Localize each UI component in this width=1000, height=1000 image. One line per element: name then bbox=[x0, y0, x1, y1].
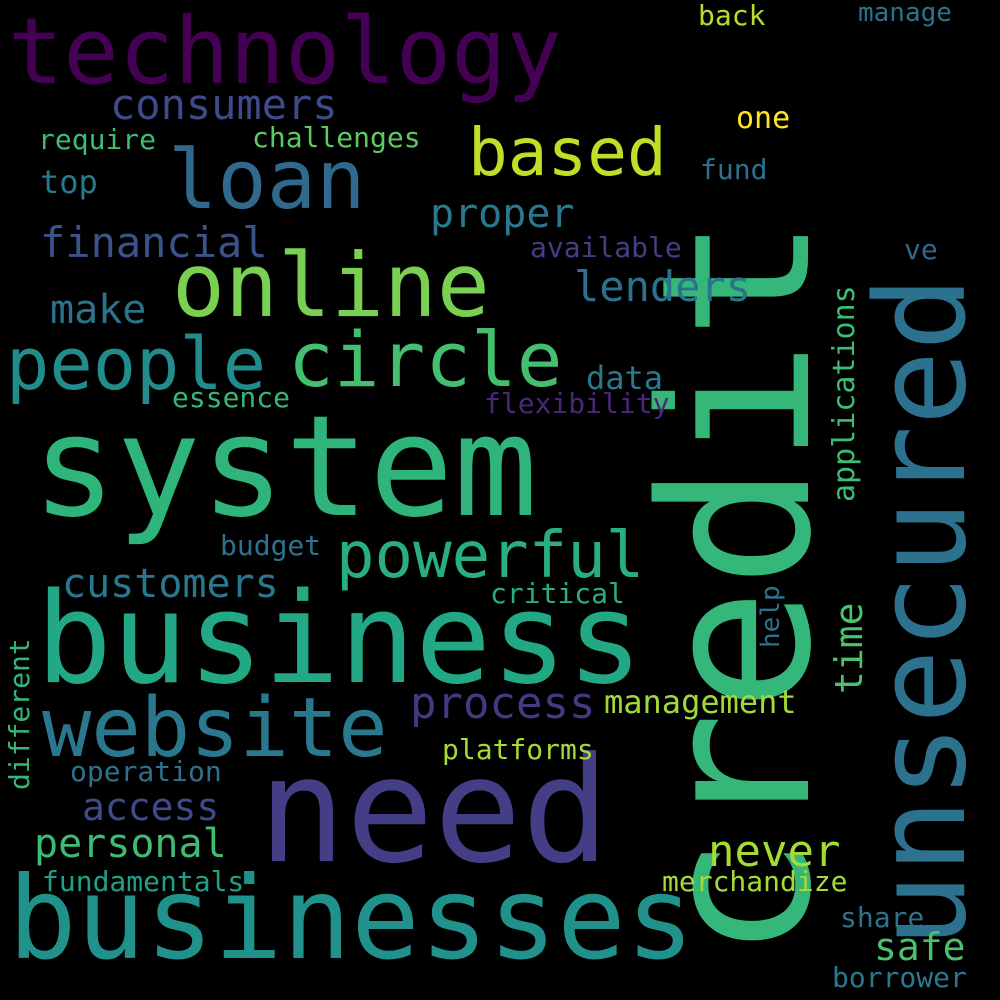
word-platforms: platforms bbox=[442, 733, 594, 766]
word-technology: technology bbox=[8, 0, 562, 105]
word-business: business bbox=[36, 565, 643, 712]
word-fundamentals: fundamentals bbox=[42, 865, 245, 898]
word-challenges: challenges bbox=[252, 121, 421, 154]
word-unsecured: unsecured bbox=[850, 276, 994, 948]
word-based: based bbox=[468, 114, 667, 191]
word-manage: manage bbox=[858, 0, 952, 28]
word-never: never bbox=[708, 826, 841, 877]
word-budget: budget bbox=[220, 529, 322, 562]
word-businesses: businesses bbox=[8, 852, 695, 985]
word-make: make bbox=[50, 287, 147, 333]
word-customers: customers bbox=[62, 561, 279, 607]
word-financial: financial bbox=[40, 218, 268, 267]
word-need: need bbox=[258, 726, 610, 896]
word-online: online bbox=[172, 234, 490, 337]
word-available: available bbox=[530, 231, 682, 264]
word-ve: ve bbox=[904, 233, 938, 266]
word-fund: fund bbox=[700, 153, 768, 186]
word-access: access bbox=[82, 785, 220, 829]
word-back: back bbox=[698, 0, 766, 32]
word-safe: safe bbox=[874, 925, 966, 969]
word-people: people bbox=[6, 322, 267, 406]
word-one: one bbox=[736, 101, 791, 136]
word-data: data bbox=[586, 359, 664, 397]
word-critical: critical bbox=[490, 577, 625, 610]
word-essence: essence bbox=[172, 381, 291, 414]
word-lenders: lenders bbox=[574, 262, 752, 311]
word-management: management bbox=[604, 683, 797, 721]
word-personal: personal bbox=[34, 821, 227, 867]
word-top: top bbox=[40, 163, 98, 201]
word-circle: circle bbox=[288, 315, 563, 404]
word-process: process bbox=[410, 678, 596, 729]
word-help: help bbox=[756, 585, 786, 648]
word-operation: operation bbox=[70, 755, 222, 788]
word-system: system bbox=[32, 386, 538, 549]
word-proper: proper bbox=[430, 191, 575, 237]
word-consumers: consumers bbox=[110, 80, 338, 129]
word-require: require bbox=[38, 123, 157, 156]
word-powerful: powerful bbox=[336, 519, 645, 593]
word-borrower: borrower bbox=[832, 961, 967, 994]
word-loan: loan bbox=[168, 133, 366, 228]
word-merchandize: merchandize bbox=[662, 865, 848, 898]
word-applications: applications bbox=[827, 285, 862, 502]
word-time: time bbox=[827, 602, 871, 694]
word-share: share bbox=[840, 901, 925, 934]
word-website: website bbox=[42, 681, 388, 776]
word-different: different bbox=[3, 638, 36, 790]
word-flexibility: flexibility bbox=[484, 387, 670, 420]
